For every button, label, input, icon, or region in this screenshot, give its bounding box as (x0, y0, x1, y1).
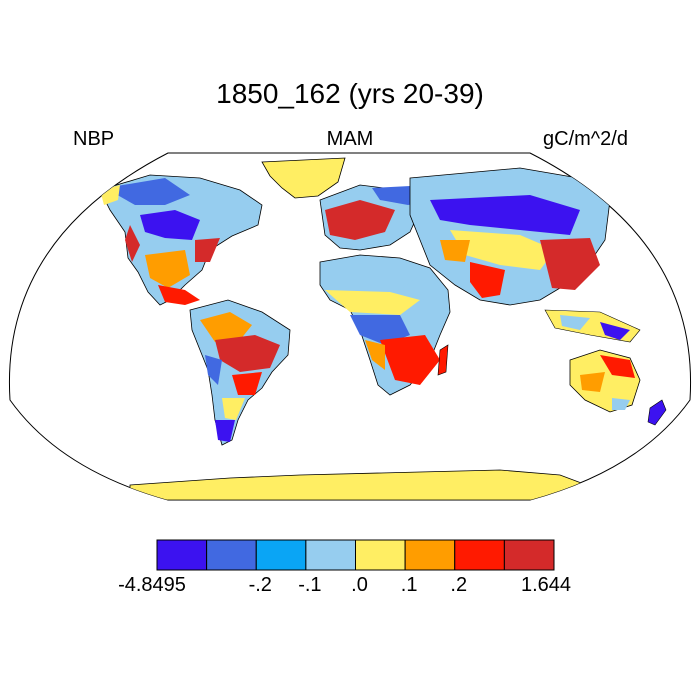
colorbar-swatch (454, 539, 505, 571)
colorbar-swatch (156, 539, 208, 571)
greenland (261, 157, 346, 199)
north-america (99, 174, 263, 306)
units-label: gC/m^2/d (543, 128, 628, 150)
colorbar-tick-label: .0 (351, 574, 368, 596)
variable-label: NBP (73, 128, 115, 150)
colorbar-tick-label: -.1 (298, 574, 322, 596)
colorbar-tick-label: 1.644 (520, 574, 572, 596)
colorbar-swatch (503, 539, 555, 571)
antarctica (129, 469, 601, 500)
colorbar-swatch (305, 539, 356, 571)
colorbar-swatch (206, 539, 257, 571)
colorbar-swatch (355, 539, 406, 571)
colorbar-tick-label: -.2 (248, 574, 272, 596)
season-label: MAM (326, 128, 374, 150)
madagascar (437, 344, 449, 376)
colorbar-swatch (255, 539, 307, 571)
colorbar-tick-label: .2 (450, 574, 468, 596)
map-title: 1850_162 (yrs 20-39) (216, 78, 484, 109)
new-zealand (647, 399, 667, 426)
colorbar-tick-label: -4.8495 (118, 574, 186, 596)
colorbar-swatch (404, 539, 456, 571)
colorbar-tick-label: .1 (400, 574, 418, 596)
